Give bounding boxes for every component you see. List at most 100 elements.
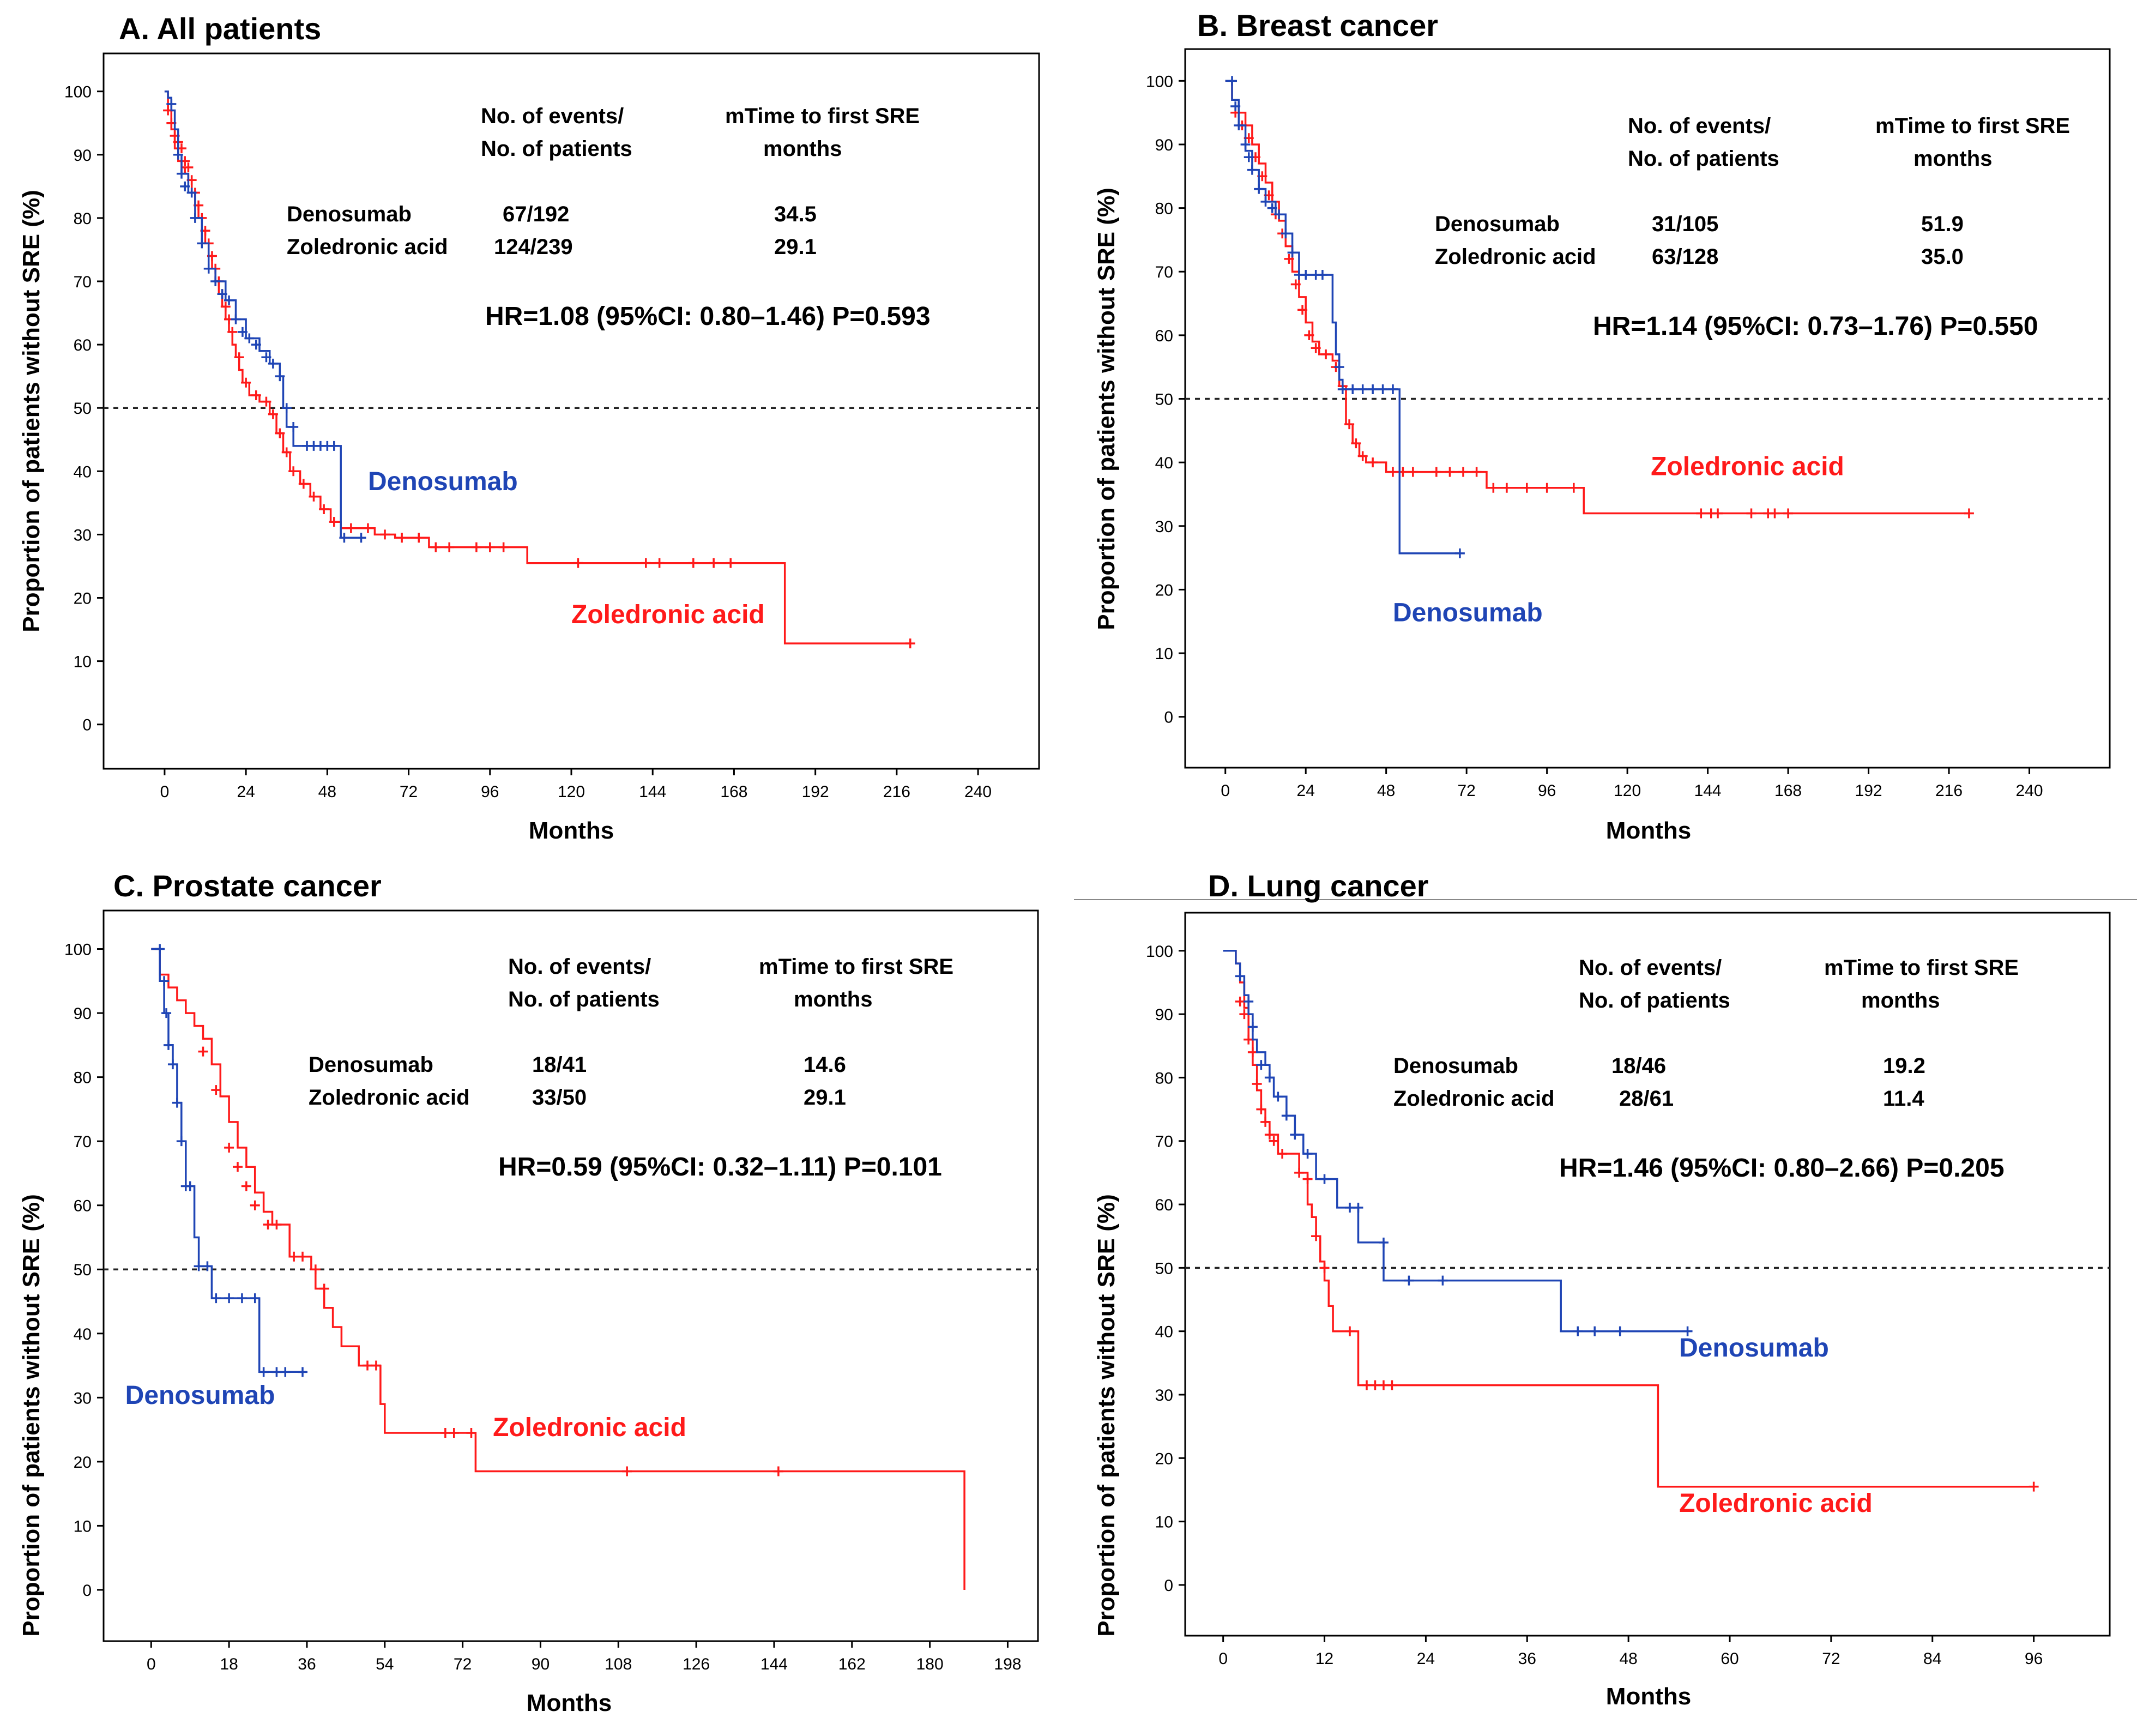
denosumab-censor-mark (339, 533, 349, 543)
denosumab-censor-mark (1317, 270, 1327, 280)
x-tick-label: 36 (1518, 1650, 1536, 1668)
denosumab-censor-mark (1378, 1237, 1389, 1247)
denosumab-censor-mark (1319, 1174, 1330, 1184)
zoledronic-acid-series-label: Zoledronic acid (493, 1413, 686, 1442)
denosumab-censor-mark (1378, 384, 1388, 395)
header-mtime-line2: months (1861, 988, 1940, 1012)
x-axis-label: Months (1606, 1683, 1691, 1710)
denosumab-censor-mark (1573, 1326, 1583, 1336)
zoledronic-acid-censor-mark (397, 533, 407, 543)
denosumab-censor-mark (1590, 1326, 1600, 1336)
zoledronic-acid-censor-mark (449, 1427, 459, 1438)
x-tick-label: 216 (883, 783, 910, 801)
panel-title: B. Breast cancer (1197, 8, 1438, 43)
y-tick-label: 50 (1155, 391, 1173, 409)
denosumab-censor-mark (356, 533, 366, 543)
row-zoledronic-name: Zoledronic acid (1393, 1087, 1555, 1111)
zoledronic-acid-censor-mark (1387, 1380, 1397, 1390)
row-zoledronic-events: 28/61 (1619, 1087, 1674, 1111)
denosumab-series-label: Denosumab (125, 1381, 275, 1410)
denosumab-series-label: Denosumab (1393, 599, 1543, 628)
denosumab-censor-mark (1281, 1111, 1291, 1121)
hazard-ratio-text: HR=1.08 (95%CI: 0.80–1.46) P=0.593 (485, 302, 931, 331)
denosumab-censor-mark (1301, 270, 1311, 280)
zoledronic-acid-censor-mark (263, 1219, 273, 1229)
y-tick-label: 80 (74, 1069, 92, 1087)
denosumab-censor-mark (288, 422, 299, 432)
x-tick-label: 240 (964, 783, 992, 801)
row-denosumab-name: Denosumab (1435, 212, 1560, 236)
zoledronic-acid-censor-mark (261, 396, 271, 407)
header-mtime-line2: months (1913, 147, 1992, 171)
y-tick-label: 90 (74, 147, 92, 165)
denosumab-censor-mark (1334, 362, 1344, 372)
zoledronic-acid-censor-mark (198, 1046, 208, 1057)
zoledronic-acid-censor-mark (1542, 483, 1552, 493)
zoledronic-acid-censor-mark (227, 327, 238, 337)
x-tick-label: 0 (147, 1655, 156, 1673)
denosumab-curve (151, 948, 307, 1373)
zoledronic-acid-censor-mark (1362, 1380, 1372, 1390)
y-tick-label: 30 (1155, 1387, 1173, 1405)
zoledronic-acid-censor-mark (1235, 996, 1245, 1006)
denosumab-censor-mark (190, 213, 200, 223)
denosumab-censor-mark (1368, 384, 1378, 395)
info-table: No. of events/ No. of patients mTime to … (1393, 956, 2019, 1183)
zoledronic-acid-censor-mark (268, 409, 278, 419)
header-events-line1: No. of events/ (481, 104, 624, 128)
x-tick-label: 96 (1538, 782, 1556, 800)
header-events-line1: No. of events/ (1579, 956, 1722, 980)
zoledronic-acid-censor-mark (371, 1360, 381, 1371)
y-tick-label: 60 (1155, 1196, 1173, 1214)
zoledronic-acid-censor-mark (250, 1200, 260, 1210)
denosumab-censor-mark (1290, 1130, 1300, 1140)
zoledronic-acid-censor-mark (440, 1427, 450, 1438)
y-axis-label: Proportion of patients without SRE (%) (18, 190, 45, 632)
zoledronic-acid-censor-mark (1370, 1380, 1380, 1390)
zoledronic-acid-censor-mark (1294, 1167, 1305, 1178)
header-events-line1: No. of events/ (508, 955, 651, 979)
row-zoledronic-name: Zoledronic acid (287, 235, 448, 259)
denosumab-censor-mark (177, 168, 186, 179)
denosumab-censor-mark (217, 289, 227, 299)
zoledronic-acid-censor-mark (1290, 279, 1301, 290)
y-tick-label: 40 (1155, 454, 1173, 472)
denosumab-censor-mark (210, 276, 221, 286)
denosumab-curve (164, 90, 365, 539)
header-events-line2: No. of patients (1628, 147, 1779, 171)
panel-title: A. All patients (119, 11, 321, 46)
panel-all-patients: A. All patients 0 10 20 30 40 50 60 70 80 90 100 0 2… (18, 11, 1040, 844)
row-denosumab-events: 18/46 (1611, 1054, 1666, 1078)
y-tick-label: 0 (1164, 709, 1173, 727)
y-tick-label: 50 (74, 1261, 92, 1279)
zoledronic-acid-censor-mark (444, 542, 455, 552)
denosumab-censor-mark (1267, 203, 1277, 213)
denosumab-censor-mark (1357, 384, 1368, 395)
zoledronic-acid-censor-mark (1260, 1117, 1271, 1127)
x-tick-label: 54 (376, 1655, 394, 1673)
row-zoledronic-events: 63/128 (1652, 245, 1718, 269)
header-events-line2: No. of patients (508, 987, 660, 1011)
denosumab-censor-mark (166, 99, 177, 109)
y-tick-label: 30 (74, 1389, 92, 1407)
x-tick-label: 180 (916, 1655, 944, 1673)
header-mtime-line1: mTime to first SRE (759, 955, 953, 979)
denosumab-censor-mark (231, 314, 241, 324)
denosumab-censor-mark (298, 1367, 308, 1377)
zoledronic-acid-censor-mark (309, 491, 319, 502)
row-zoledronic-mtime: 11.4 (1883, 1087, 1924, 1111)
x-tick-label: 0 (1218, 1650, 1228, 1668)
plot-frame (1184, 912, 2111, 1637)
y-tick-label: 20 (74, 590, 92, 608)
x-tick-label: 108 (605, 1655, 632, 1673)
zoledronic-acid-censor-mark (1284, 254, 1294, 264)
denosumab-censor-mark (1682, 1326, 1693, 1336)
zoledronic-acid-censor-mark (485, 542, 495, 552)
denosumab-censor-mark (172, 1098, 182, 1108)
zoledronic-acid-censor-mark (654, 558, 665, 568)
row-zoledronic-mtime: 29.1 (804, 1086, 846, 1110)
zoledronic-acid-censor-mark (709, 558, 719, 568)
y-axis-label: Proportion of patients without SRE (%) (1093, 1194, 1120, 1637)
denosumab-censor-mark (1348, 384, 1358, 395)
